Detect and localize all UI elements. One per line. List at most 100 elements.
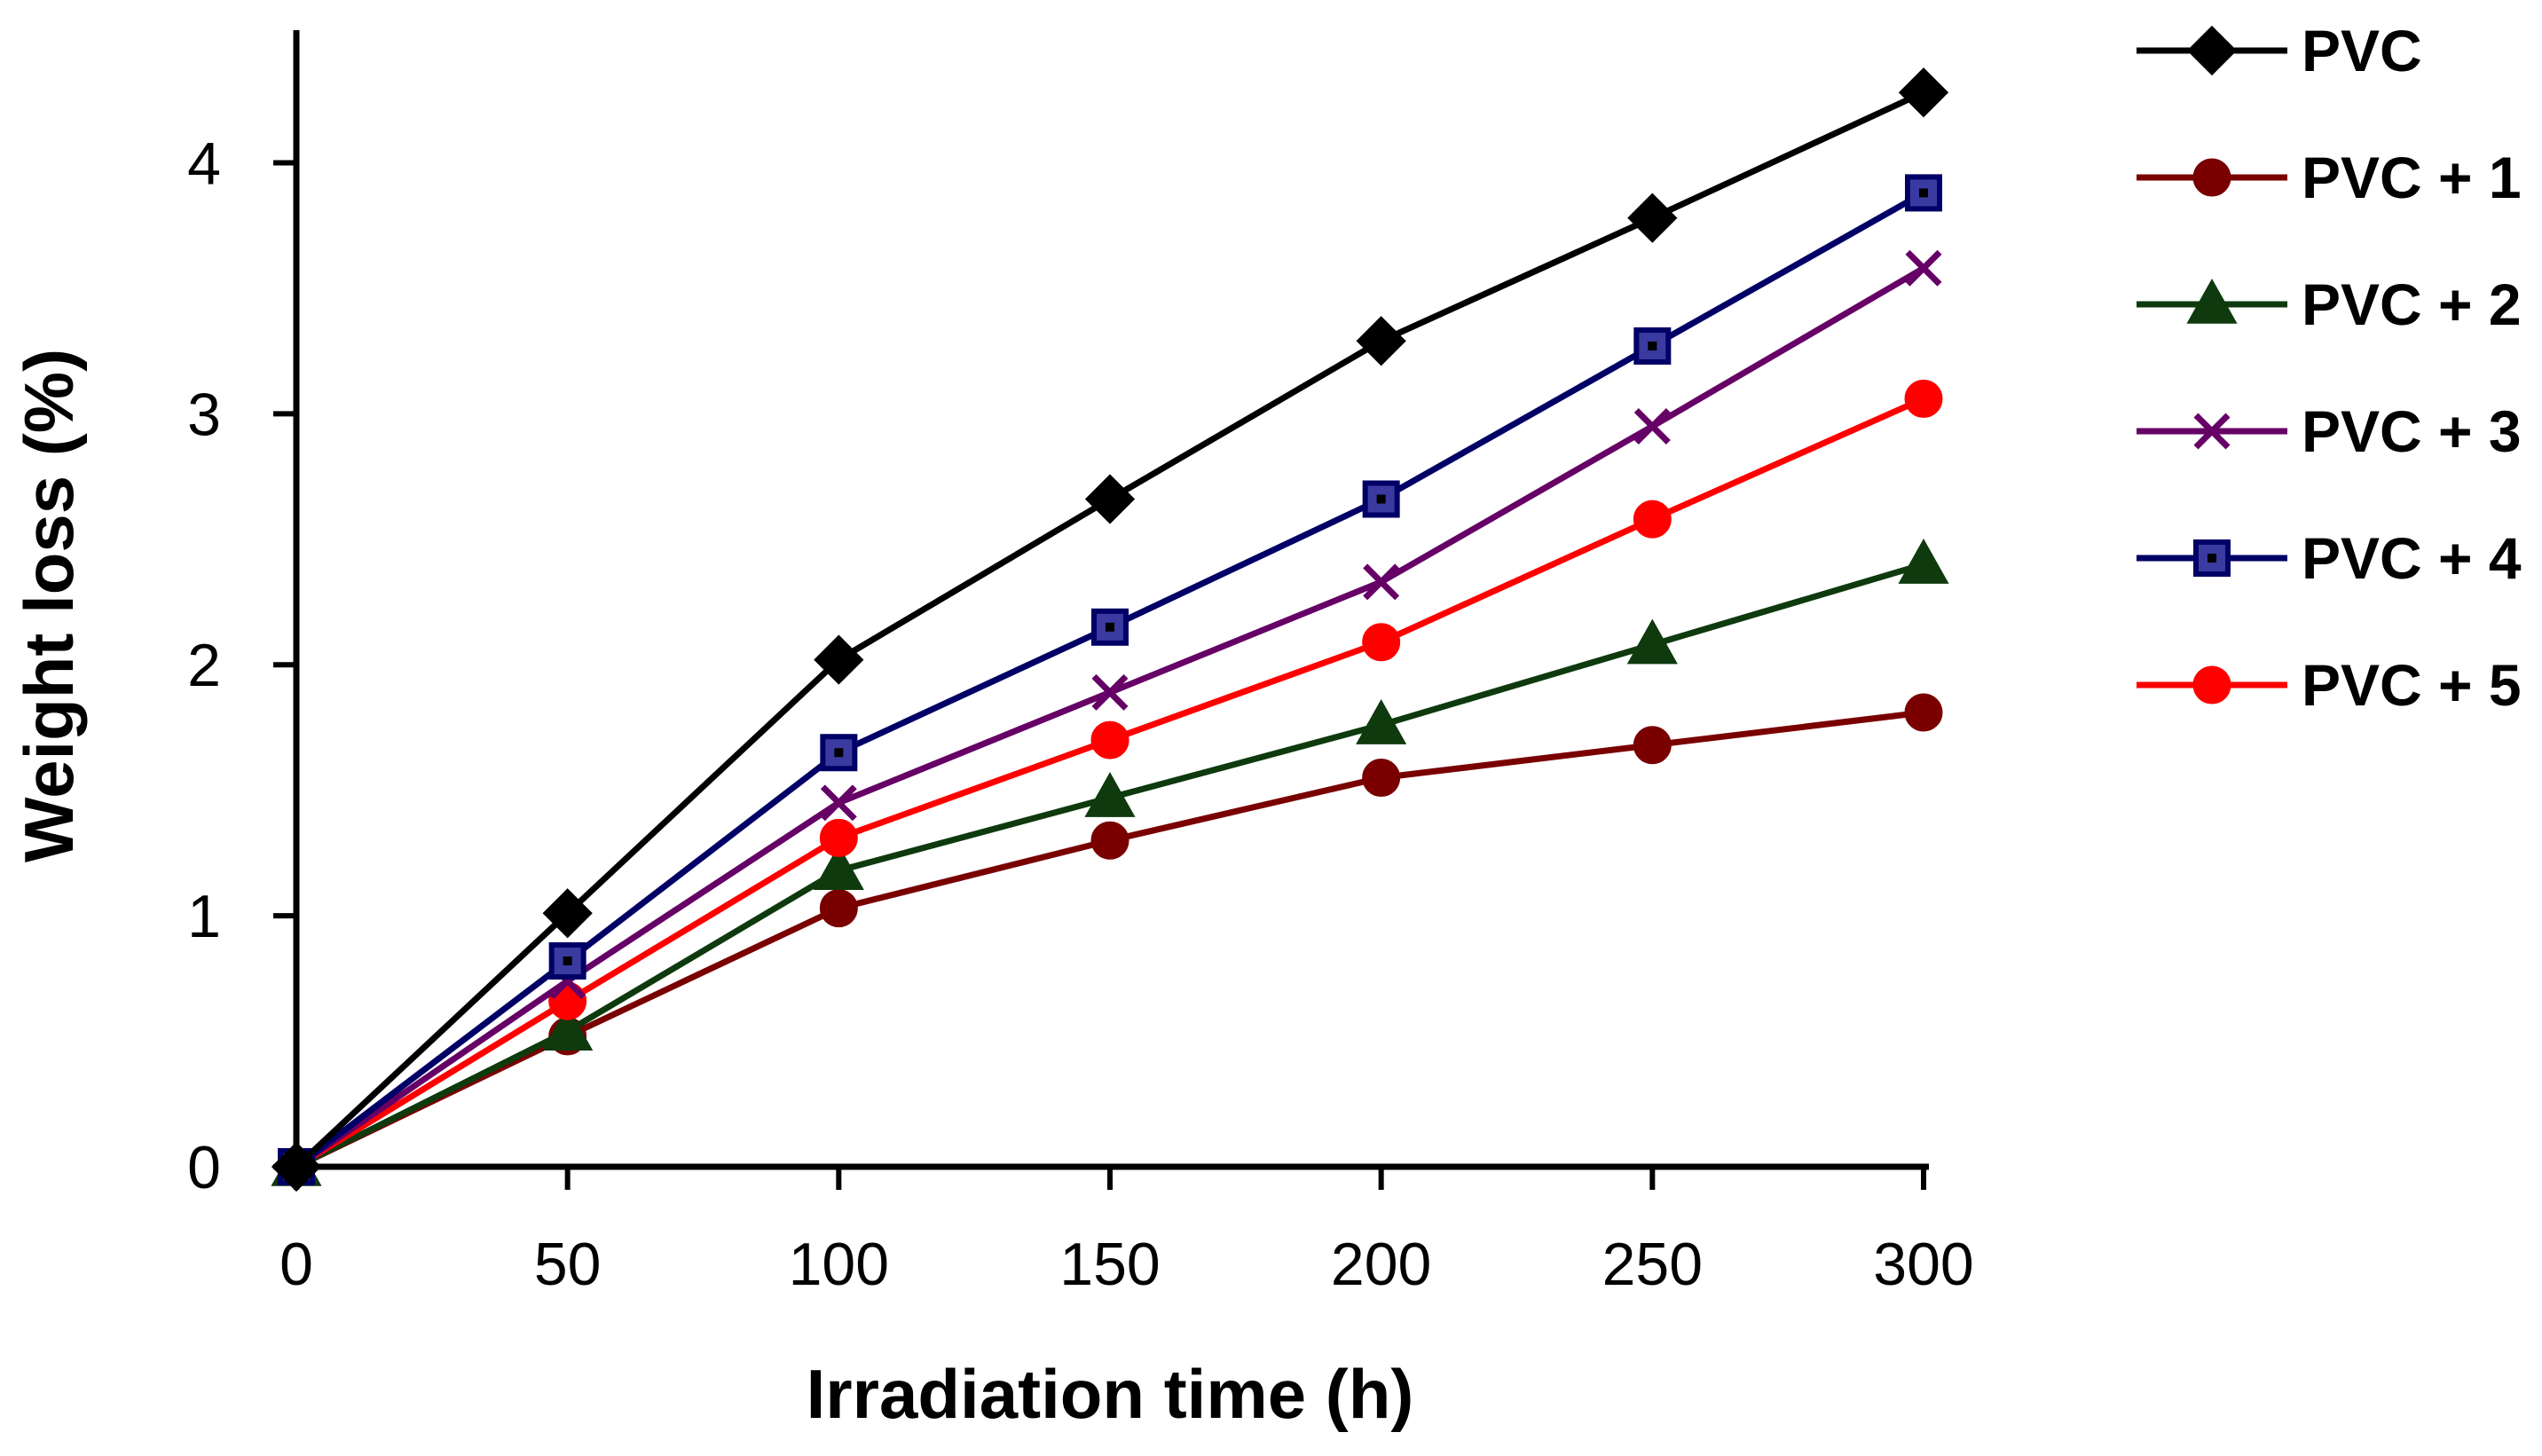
legend-label: PVC + 1	[2302, 145, 2522, 210]
x-tick-label: 0	[279, 1231, 313, 1298]
x-tick-label: 250	[1602, 1231, 1703, 1298]
legend-item-pvc-2: PVC + 2	[2137, 272, 2522, 337]
series-pvc-4-marker	[1633, 327, 1672, 365]
x-tick-label: 150	[1059, 1231, 1160, 1298]
circle-marker-shape	[1633, 726, 1672, 765]
legend-item-pvc-3: PVC + 3	[2137, 398, 2522, 464]
series-pvc-marker	[1627, 193, 1678, 243]
legend-marker	[2192, 158, 2231, 197]
x-marker-stroke	[820, 784, 857, 822]
triangle-marker-shape	[1356, 699, 1407, 744]
series-pvc-5-marker	[819, 818, 858, 857]
square-marker-shape	[1905, 174, 1942, 212]
series-pvc-marker	[1356, 316, 1406, 366]
y-tick-label: 4	[187, 130, 221, 197]
square-marker-shape	[1091, 608, 1129, 646]
legend: PVC PVC + 1 PVC + 2 PVC + 3 PVC + 4 PVC + 5	[2137, 18, 2522, 718]
series-pvc-1-marker	[1362, 759, 1401, 798]
triangle-marker-shape	[1084, 772, 1136, 817]
series-pvc-2-marker	[542, 1005, 594, 1051]
y-tick-label: 0	[187, 1134, 221, 1201]
legend-marker	[2193, 413, 2231, 450]
circle-marker-shape	[2192, 158, 2231, 197]
legend-marker	[2192, 665, 2231, 704]
triangle-marker-shape	[1626, 618, 1678, 665]
circle-marker-shape	[1904, 379, 1943, 418]
square-marker-center	[2208, 554, 2216, 563]
legend-label: PVC + 2	[2302, 272, 2522, 337]
series-pvc-3-line	[295, 265, 1925, 1169]
x-marker-stroke	[1633, 408, 1671, 445]
series-pvc-3-marker	[1091, 673, 1129, 711]
series-pvc	[271, 67, 1949, 1192]
diamond-marker-shape	[1898, 67, 1949, 118]
series-pvc-1-marker	[1090, 821, 1129, 860]
series-pvc-4-marker	[1905, 174, 1942, 212]
legend-marker	[2193, 539, 2231, 577]
square-marker-center	[1106, 622, 1114, 632]
x-marker-stroke	[2193, 413, 2231, 450]
legend-marker	[2186, 278, 2238, 324]
series-pvc-2-marker	[813, 845, 864, 890]
series-pvc-3-marker	[1363, 563, 1400, 601]
square-marker-center	[1648, 341, 1657, 350]
series-pvc-2-marker	[1898, 539, 1949, 584]
series-pvc-3-marker	[820, 784, 857, 822]
series-pvc-2-line	[295, 561, 1924, 1170]
series-pvc-3-marker	[1905, 249, 1942, 287]
series-pvc-2-marker	[1626, 618, 1678, 665]
y-tick-label: 2	[187, 632, 221, 699]
legend-label: PVC + 4	[2302, 525, 2522, 591]
legend-label: PVC + 3	[2302, 398, 2522, 464]
y-tick-label: 3	[187, 381, 221, 448]
square-marker-center	[834, 748, 844, 758]
x-marker-stroke	[1091, 673, 1129, 711]
square-marker-center	[563, 956, 572, 966]
series-pvc-1-marker	[1904, 693, 1943, 732]
series-pvc-5-marker	[1904, 379, 1943, 418]
triangle-marker-shape	[1898, 539, 1949, 584]
series-pvc-marker	[1084, 474, 1136, 524]
triangle-marker-shape	[813, 845, 864, 890]
axes: 0 1 2 3 4 0 50 100 150 200 250 300	[187, 30, 1974, 1298]
series-pvc-1-marker	[1633, 726, 1672, 765]
series-pvc-1-marker	[819, 889, 858, 928]
circle-marker-shape	[1090, 720, 1129, 759]
circle-marker-shape	[1362, 623, 1401, 662]
legend-item-pvc-4: PVC + 4	[2137, 525, 2522, 591]
y-axis-title: Weight loss (%)	[10, 349, 88, 862]
diamond-marker-shape	[814, 634, 864, 685]
x-tick-label: 300	[1873, 1231, 1973, 1298]
series-layer	[271, 67, 1949, 1192]
series-pvc-marker	[271, 1141, 322, 1192]
series-pvc-5-marker	[1090, 720, 1129, 759]
diamond-marker-shape	[542, 888, 593, 939]
circle-marker-shape	[819, 889, 858, 928]
triangle-marker-shape	[2186, 278, 2238, 324]
series-pvc-3	[278, 249, 1942, 1185]
diamond-marker-shape	[1356, 316, 1406, 366]
series-pvc-2-marker	[1084, 772, 1136, 817]
circle-marker-shape	[1090, 821, 1129, 860]
series-pvc-4	[278, 174, 1942, 1185]
series-pvc-marker	[1898, 67, 1949, 118]
diamond-marker-shape	[1084, 474, 1136, 524]
x-axis-title: Irradiation time (h)	[807, 1355, 1414, 1433]
series-pvc-4-marker	[1091, 608, 1129, 646]
x-marker-stroke	[1363, 563, 1400, 601]
series-pvc-3-marker	[1633, 408, 1671, 445]
legend-item-pvc: PVC	[2137, 18, 2422, 83]
triangle-marker-shape	[542, 1005, 594, 1051]
series-pvc-2-marker	[1356, 699, 1407, 744]
legend-label: PVC + 5	[2302, 652, 2522, 718]
circle-marker-shape	[1904, 693, 1943, 732]
circle-marker-shape	[2192, 665, 2231, 704]
legend-item-pvc-1: PVC + 1	[2137, 145, 2522, 210]
diamond-marker-shape	[1627, 193, 1678, 243]
circle-marker-shape	[1633, 500, 1672, 539]
square-marker-center	[1919, 188, 1928, 198]
series-pvc-4-marker	[548, 942, 586, 980]
legend-label: PVC	[2302, 18, 2422, 83]
circle-marker-shape	[1362, 759, 1401, 798]
